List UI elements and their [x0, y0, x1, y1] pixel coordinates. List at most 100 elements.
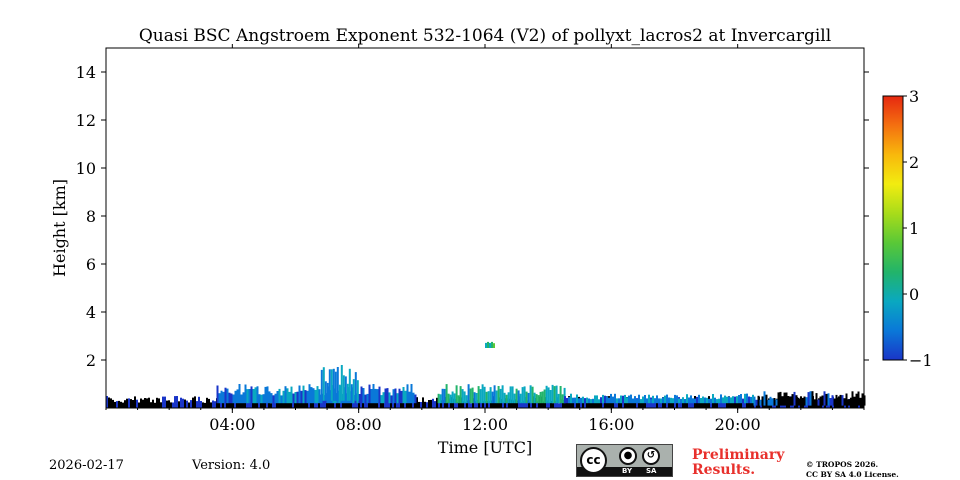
- heatmap-cell: [386, 398, 388, 408]
- heatmap-cell: [198, 396, 200, 408]
- heatmap-cell: [724, 400, 726, 408]
- heatmap-cell: [861, 393, 864, 406]
- heatmap-cell: [354, 401, 356, 408]
- heatmap-cell: [174, 396, 176, 408]
- heatmap-cell: [368, 384, 371, 404]
- heatmap-cell: [412, 392, 415, 404]
- heatmap-cell: [426, 402, 428, 408]
- heatmap-cell: [459, 386, 462, 404]
- heatmap-cell: [608, 397, 610, 404]
- heatmap-cell: [114, 401, 116, 408]
- heatmap-cell: [494, 403, 496, 408]
- heatmap-cell: [672, 401, 674, 408]
- heatmap-cell: [238, 384, 241, 404]
- heatmap-cell: [268, 400, 270, 408]
- heatmap-cell: [152, 399, 154, 408]
- heatmap-cell: [300, 390, 303, 404]
- heatmap-cell: [528, 401, 530, 408]
- heatmap-cell: [478, 401, 480, 408]
- x-axis: 04:00 08:00 12:00 16:00 20:00: [105, 44, 865, 434]
- heatmap-cell: [256, 399, 258, 408]
- heatmap-cell: [602, 401, 604, 408]
- heatmap-cell: [380, 395, 383, 404]
- y-tick-label: 2: [86, 351, 96, 370]
- heatmap-cell: [360, 386, 363, 404]
- heatmap-cell: [356, 402, 358, 408]
- heatmap-cell: [360, 402, 362, 408]
- heatmap-cell: [640, 400, 642, 408]
- heatmap-cell: [704, 397, 706, 404]
- heatmap-cell: [485, 391, 488, 404]
- heatmap-cell: [496, 402, 498, 408]
- heatmap-cell: [483, 386, 486, 404]
- heatmap-cell: [761, 396, 764, 406]
- heatmap-cell: [489, 342, 491, 348]
- heatmap-cell: [688, 397, 690, 404]
- heatmap-cell: [777, 392, 780, 406]
- heatmap-cell: [240, 402, 242, 408]
- heatmap-cell: [446, 402, 448, 408]
- heatmap-cell: [568, 397, 570, 404]
- heatmap-cell: [732, 399, 734, 408]
- heatmap-cell: [482, 401, 484, 408]
- heatmap-cell: [726, 396, 728, 404]
- heatmap-cell: [742, 402, 744, 408]
- heatmap-cell: [469, 388, 472, 404]
- heatmap-cell: [430, 399, 432, 408]
- heatmap-cell: [106, 396, 108, 408]
- heatmap-cell: [302, 400, 304, 408]
- heatmap-cell: [116, 401, 118, 408]
- heatmap-cell: [680, 399, 682, 408]
- heatmap-cell: [302, 385, 305, 404]
- heatmap-cell: [596, 401, 598, 408]
- heatmap-cell: [650, 399, 652, 404]
- x-tick-label: 08:00: [336, 415, 382, 434]
- heatmap-cell: [572, 402, 574, 408]
- heatmap-cell: [813, 399, 816, 406]
- heatmap-cell: [280, 395, 283, 404]
- heatmap-cell: [364, 400, 366, 408]
- heatmap-cell: [481, 384, 484, 404]
- heatmap-cell: [495, 390, 498, 404]
- heatmap-cell: [136, 399, 138, 408]
- heatmap-cell: [154, 402, 156, 408]
- heatmap-cell: [332, 401, 334, 408]
- heatmap-cell: [541, 391, 544, 404]
- heatmap-cell: [445, 384, 448, 404]
- heatmap-cell: [668, 397, 670, 404]
- heatmap-cell: [582, 401, 584, 408]
- heatmap-cell: [549, 390, 552, 404]
- heatmap-cell: [753, 396, 756, 406]
- heatmap-cell: [386, 388, 389, 404]
- heatmap-cell: [354, 372, 357, 401]
- y-tick-label: 14: [76, 63, 96, 82]
- heatmap-cell: [487, 391, 490, 404]
- heatmap-cell: [606, 396, 608, 404]
- heatmap-cell: [270, 393, 273, 404]
- heatmap-cell: [656, 395, 658, 404]
- heatmap-cell: [260, 394, 263, 404]
- heatmap-cell: [501, 385, 504, 404]
- heatmap-cell: [376, 402, 378, 408]
- heatmap-cell: [791, 394, 794, 406]
- heatmap-cell: [600, 399, 602, 408]
- heatmap-cell: [244, 400, 246, 408]
- heatmap-cell: [684, 399, 686, 404]
- heatmap-cell: [522, 400, 524, 408]
- heatmap-cell: [560, 399, 562, 408]
- heatmap-cell: [372, 384, 375, 404]
- heatmap-cell: [258, 394, 261, 404]
- heatmap-cell: [434, 401, 436, 408]
- heatmap-cell: [408, 391, 411, 404]
- heatmap-cell: [688, 398, 690, 408]
- heatmap-cell: [162, 396, 164, 408]
- heatmap-cell: [724, 395, 726, 404]
- heatmap-cell: [841, 395, 844, 406]
- heatmap-cell: [378, 386, 381, 404]
- heatmap-cell: [418, 401, 420, 408]
- heatmap-cell: [274, 399, 276, 408]
- heatmap-cell: [590, 402, 592, 408]
- preliminary-line1: Preliminary: [692, 447, 785, 463]
- heatmap-cell: [457, 395, 460, 404]
- heatmap-cell: [620, 395, 622, 404]
